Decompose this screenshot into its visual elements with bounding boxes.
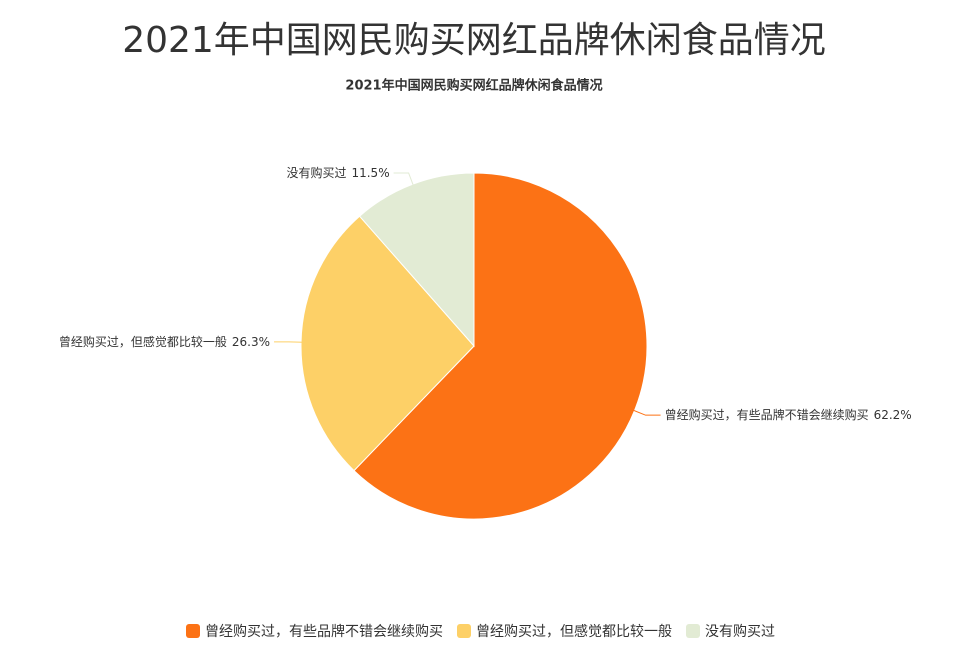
legend-swatch [186,624,200,638]
leader-line [632,409,661,416]
label-category: 曾经购买过，但感觉都比较一般 [59,333,227,348]
data-label: 曾经购买过，有些品牌不错会继续购买 62.2% [665,407,912,422]
chart-title: 2021年中国网民购买网红品牌休闲食品情况 [345,78,602,94]
legend-label: 没有购买过 [705,624,775,640]
legend-label: 曾经购买过，有些品牌不错会继续购买 [205,623,443,640]
label-value: 11.5% [351,165,389,179]
label-category: 曾经购买过，有些品牌不错会继续购买 [665,407,869,422]
legend: 曾经购买过，有些品牌不错会继续购买 曾经购买过，但感觉都比较一般 没有购买过 [186,623,775,640]
page-title: 2021年中国网民购买网红品牌休闲食品情况 [122,20,826,61]
data-label: 没有购买过 11.5% [286,164,389,179]
label-value: 62.2% [874,408,912,422]
legend-swatch [686,624,700,638]
legend-label: 曾经购买过，但感觉都比较一般 [476,623,672,640]
label-value: 26.3% [232,334,270,348]
legend-swatch [457,624,471,638]
label-category: 没有购买过 [286,164,346,179]
leader-line [393,172,415,187]
data-label: 曾经购买过，但感觉都比较一般 26.3% [59,333,270,348]
